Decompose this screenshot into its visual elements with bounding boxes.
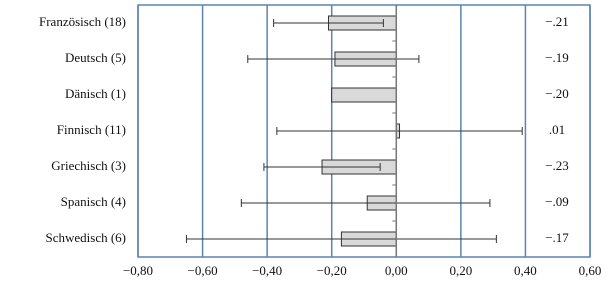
x-tick-label: 0,40 (514, 263, 537, 278)
x-tick-label: −0,60 (188, 263, 218, 278)
value-label: −.19 (545, 50, 569, 65)
error-bar (263, 163, 381, 171)
value-label: −.17 (545, 230, 569, 245)
y-tick-label: Französisch (18) (39, 14, 126, 29)
value-label: −.09 (545, 194, 569, 209)
error-bar (247, 55, 420, 63)
x-tick-label: −0,20 (317, 263, 347, 278)
error-bar (240, 199, 491, 207)
x-tick-label: −0,80 (123, 263, 153, 278)
x-tick-label: 0,20 (449, 263, 472, 278)
y-tick-label: Dänisch (1) (65, 86, 126, 101)
value-label: −.20 (545, 86, 569, 101)
x-tick-label: 0,60 (579, 263, 602, 278)
x-tick-label: 0,00 (385, 263, 408, 278)
error-bar (273, 19, 384, 27)
x-tick-label: −0,40 (252, 263, 282, 278)
y-tick-label: Spanisch (4) (61, 194, 126, 209)
value-label: −.21 (545, 14, 569, 29)
y-tick-label: Finnisch (11) (57, 122, 126, 137)
value-label: .01 (549, 122, 565, 137)
y-tick-label: Deutsch (5) (65, 50, 126, 65)
error-bar (185, 235, 497, 243)
value-label: −.23 (545, 158, 569, 173)
y-tick-label: Schwedisch (6) (45, 230, 126, 245)
bar (331, 87, 397, 103)
y-tick-label: Griechisch (3) (51, 158, 126, 173)
error-bar (276, 127, 523, 135)
